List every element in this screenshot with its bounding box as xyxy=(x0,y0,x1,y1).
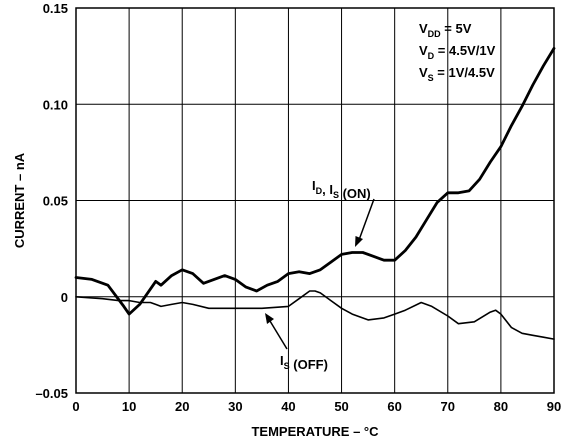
y-tick-label: 0 xyxy=(61,290,68,305)
series-label-off: IS (OFF) xyxy=(280,353,328,372)
condition-label-subscript: DD xyxy=(428,29,441,39)
arrow-head-on xyxy=(355,236,363,247)
x-tick-label: 40 xyxy=(281,399,295,414)
condition-label-part: V xyxy=(419,43,428,58)
series-label-off-subscript: S xyxy=(284,361,290,371)
y-tick-label: 0.15 xyxy=(43,1,68,16)
condition-label-part: V xyxy=(419,21,428,36)
series-lines xyxy=(74,47,556,340)
y-tick-label: 0.10 xyxy=(43,97,68,112)
arrow-shaft-on xyxy=(358,198,375,241)
x-tick-label: 90 xyxy=(547,399,561,414)
x-tick-label: 20 xyxy=(175,399,189,414)
series-label-on-subscript: D xyxy=(316,186,323,196)
series-line-on xyxy=(74,47,556,316)
x-tick-label: 0 xyxy=(72,399,79,414)
series-label-on-part: (ON) xyxy=(339,186,371,201)
condition-label: VD = 4.5V/1V xyxy=(419,43,496,61)
x-tick-label: 50 xyxy=(334,399,348,414)
condition-label-part: = 4.5V/1V xyxy=(434,43,495,58)
y-tick-labels: –0.05 0 0.05 0.10 0.15 xyxy=(35,1,68,401)
series-line-off xyxy=(75,290,555,340)
condition-label-subscript: D xyxy=(428,51,435,61)
y-tick-label: 0.05 xyxy=(43,194,68,209)
x-tick-labels: 0 10 20 30 40 50 60 70 80 90 xyxy=(72,399,561,414)
condition-label-subscript: S xyxy=(428,73,434,83)
x-axis-title: TEMPERATURE – °C xyxy=(251,424,379,439)
x-tick-label: 60 xyxy=(387,399,401,414)
x-tick-label: 10 xyxy=(122,399,136,414)
series-label-on-part: , I xyxy=(322,182,333,197)
series-label-off-part: I xyxy=(280,353,284,368)
series-label-on-part: I xyxy=(312,178,316,193)
grid xyxy=(76,8,554,393)
arrow-head-off xyxy=(265,313,274,324)
x-tick-label: 70 xyxy=(441,399,455,414)
condition-label: VDD = 5V xyxy=(419,21,472,39)
condition-label-part: = 1V/4.5V xyxy=(434,65,495,80)
plot-frame xyxy=(75,7,555,394)
x-tick-label: 30 xyxy=(228,399,242,414)
y-axis-title: CURRENT – nA xyxy=(12,152,27,248)
series-label-on-subscript: S xyxy=(333,190,339,200)
condition-label-part: = 5V xyxy=(441,21,472,36)
condition-label: VS = 1V/4.5V xyxy=(419,65,495,83)
x-tick-label: 80 xyxy=(494,399,508,414)
y-tick-label: –0.05 xyxy=(35,386,68,401)
arrow-shaft-off xyxy=(269,320,288,350)
series-label-off-part: (OFF) xyxy=(290,357,328,372)
condition-label-part: V xyxy=(419,65,428,80)
series-label-on: ID, IS (ON) xyxy=(312,178,371,201)
